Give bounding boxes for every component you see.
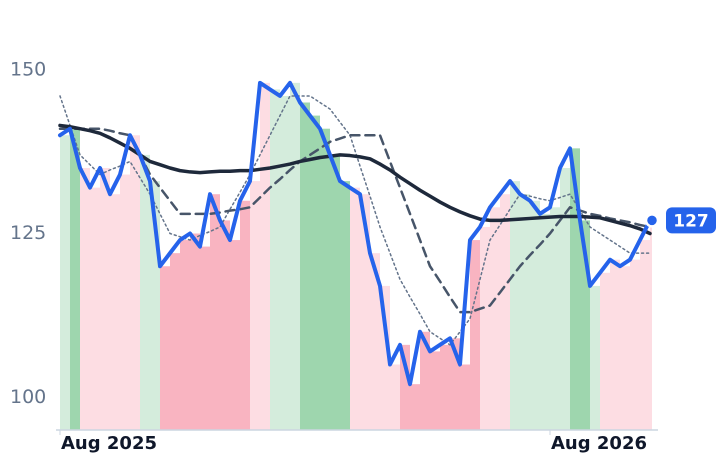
regime-band (270, 89, 280, 431)
regime-band (130, 135, 140, 430)
regime-band (180, 240, 190, 430)
y-tick-label: 125 (10, 222, 46, 244)
regime-band (610, 259, 620, 430)
regime-band (450, 338, 460, 430)
regime-band (600, 272, 610, 430)
regime-band (250, 181, 260, 430)
y-tick-label: 100 (10, 386, 46, 408)
regime-band (500, 194, 510, 430)
regime-band (110, 194, 120, 430)
regime-band (80, 168, 90, 430)
last-value-badge: 127 (666, 207, 716, 234)
regime-band (210, 194, 220, 430)
badge-bg (666, 207, 716, 234)
regime-band (530, 200, 540, 430)
regime-band (320, 128, 330, 430)
regime-band (420, 331, 430, 430)
regime-band (100, 168, 110, 430)
regime-band (570, 148, 580, 430)
regime-band (260, 82, 270, 430)
regime-band (630, 259, 640, 430)
regime-band (230, 240, 240, 430)
series-line (58, 127, 652, 314)
regime-band (160, 266, 170, 430)
regime-band (650, 220, 652, 430)
regime-band (300, 102, 310, 430)
regime-band (380, 285, 390, 430)
x-tick-label: Aug 2026 (551, 433, 647, 454)
regime-band (540, 213, 550, 430)
regime-band (490, 207, 500, 430)
regime-band (150, 181, 160, 430)
regime-band (340, 181, 350, 430)
regime-band (580, 220, 590, 430)
regime-band (60, 135, 70, 430)
regime-band (520, 194, 530, 430)
regime-band (350, 187, 360, 430)
regime-band (400, 344, 410, 430)
regime-band (410, 384, 420, 430)
regime-band (120, 174, 130, 430)
regime-band (290, 82, 300, 430)
badge-label: 127 (673, 211, 709, 231)
regime-band (460, 364, 470, 430)
regime-band (190, 233, 200, 430)
regime-band (90, 187, 100, 430)
series-line (58, 123, 652, 236)
regime-band (640, 240, 650, 430)
regime-band (560, 168, 570, 430)
regime-band (200, 246, 210, 430)
regime-band (510, 181, 520, 430)
regime-band (70, 128, 80, 430)
regime-band (480, 226, 490, 430)
regime-band (170, 253, 180, 430)
regime-band (590, 285, 600, 430)
regime-band (430, 351, 440, 430)
regime-band (390, 364, 400, 430)
regime-band (550, 207, 560, 430)
series-line (58, 80, 652, 387)
series-line (59, 95, 651, 346)
regime-band (370, 253, 380, 430)
regime-band (220, 220, 230, 430)
regime-band (140, 154, 150, 430)
regime-band (440, 344, 450, 430)
last-point (644, 213, 660, 228)
regime-band (330, 154, 340, 430)
regime-band (240, 200, 250, 430)
regime-band (360, 194, 370, 430)
regime-band (470, 240, 480, 430)
regime-band (310, 115, 320, 430)
y-tick-label: 150 (10, 58, 46, 80)
regime-band (620, 266, 630, 430)
x-tick-label: Aug 2025 (61, 433, 157, 454)
regime-band (280, 95, 290, 430)
